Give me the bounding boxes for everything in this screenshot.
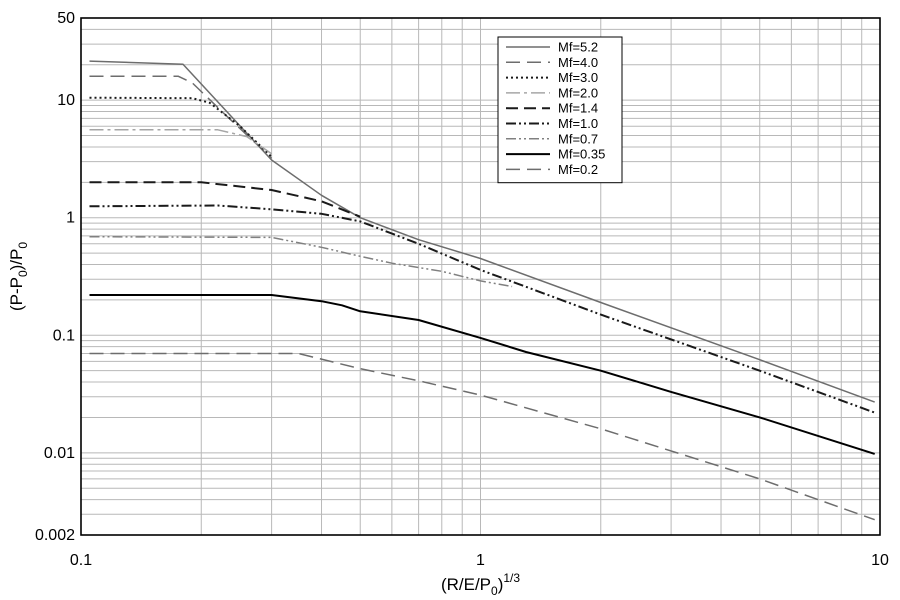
legend-label: Mf=5.2 — [558, 40, 598, 55]
legend-box — [497, 36, 623, 184]
legend-label: Mf=0.7 — [558, 131, 598, 146]
series-line-2 — [89, 75, 273, 159]
series-line-5 — [89, 181, 361, 218]
y-tick-label: 0.002 — [35, 527, 75, 544]
series-line-9 — [89, 352, 875, 521]
x-tick-label: 0.1 — [70, 552, 92, 569]
legend: Mf=5.2Mf=4.0Mf=3.0Mf=2.0Mf=1.4Mf=1.0Mf=0… — [497, 36, 623, 184]
plot-frame — [80, 17, 881, 536]
series-lines — [89, 60, 876, 521]
y-tick-label: 0.1 — [53, 327, 75, 344]
series-line-4 — [89, 129, 273, 155]
legend-label: Mf=4.0 — [558, 55, 598, 70]
y-axis-title: (P-P0)/P0 — [7, 242, 30, 311]
series-line-8 — [89, 294, 876, 455]
y-axis-title-sub: 0 — [16, 270, 30, 277]
series-line-7 — [89, 235, 513, 288]
x-axis-title-sub: 0 — [491, 584, 498, 598]
x-tick-label: 10 — [871, 552, 889, 569]
y-tick-label: 0.01 — [44, 445, 75, 462]
series-line-1 — [89, 60, 875, 403]
legend-label: Mf=3.0 — [558, 70, 598, 85]
y-tick-labels: 0.002 0.01 0.1 1 10 50 — [35, 10, 75, 544]
x-axis-title-sup: 1/3 — [503, 571, 520, 585]
x-tick-label: 1 — [476, 552, 485, 569]
x-axis-title-base: (R/E/P — [441, 575, 491, 594]
y-axis-title-base: (P-P — [7, 277, 26, 311]
legend-label: Mf=0.2 — [558, 162, 598, 177]
grid — [80, 17, 880, 536]
legend-label: Mf=2.0 — [558, 85, 598, 100]
legend-label: Mf=1.4 — [558, 101, 598, 116]
y-tick-label: 10 — [57, 92, 75, 109]
series-line-6 — [89, 204, 876, 414]
y-tick-label: 50 — [57, 10, 75, 27]
series-line-3 — [89, 96, 273, 158]
y-axis-title-mid: )/P — [7, 249, 26, 271]
legend-label: Mf=0.35 — [558, 147, 605, 162]
x-axis-title-close: ) — [498, 575, 504, 594]
x-axis-title: (R/E/P0)1/3 — [441, 571, 520, 598]
y-axis-title-sub2: 0 — [16, 242, 30, 249]
x-tick-labels: 0.1 1 10 — [70, 552, 889, 569]
legend-label: Mf=1.0 — [558, 116, 598, 131]
y-tick-label: 1 — [66, 210, 75, 227]
